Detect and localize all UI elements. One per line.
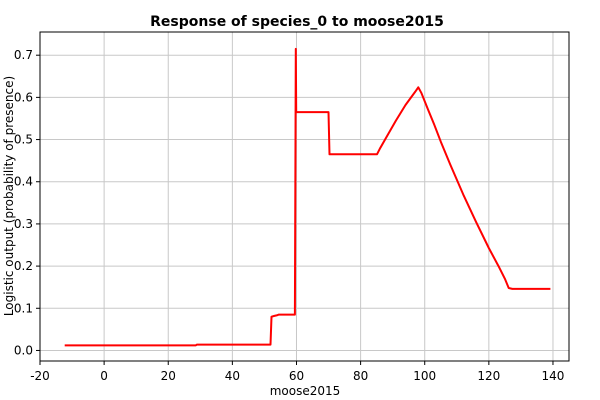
x-tick-label: 100	[413, 369, 436, 383]
x-tick-label: 40	[225, 369, 240, 383]
y-tick-label: 0.1	[14, 301, 33, 315]
plot-frame	[39, 31, 570, 362]
x-axis-label: moose2015	[270, 384, 341, 398]
series-layer	[64, 47, 551, 347]
y-tick-label: 0.0	[14, 343, 33, 357]
y-tick-label: 0.5	[14, 133, 33, 147]
y-tick-label: 0.3	[14, 217, 33, 231]
chart-title: Response of species_0 to moose2015	[150, 14, 444, 30]
response-curve	[64, 47, 551, 347]
x-tick-label: 0	[100, 369, 108, 383]
grid	[39, 32, 569, 361]
y-tick-label: 0.4	[14, 175, 33, 189]
y-tick-label: 0.7	[14, 48, 33, 62]
x-tick-label: 60	[289, 369, 304, 383]
y-axis-label: Logistic output (probability of presence…	[2, 76, 16, 316]
y-tick-label: 0.6	[14, 90, 33, 104]
x-tick-label: 20	[161, 369, 176, 383]
x-tick-label: 80	[353, 369, 368, 383]
y-tick-label: 0.2	[14, 259, 33, 273]
y-axis: 0.0 0.1 0.2 0.3 0.4 0.5 0.6 0.7	[14, 48, 40, 357]
x-tick-label: 140	[542, 369, 565, 383]
x-tick-label: 120	[477, 369, 500, 383]
x-axis: -20 0 20 40 60 80 100 120 140	[30, 361, 564, 383]
x-tick-label: -20	[30, 369, 50, 383]
